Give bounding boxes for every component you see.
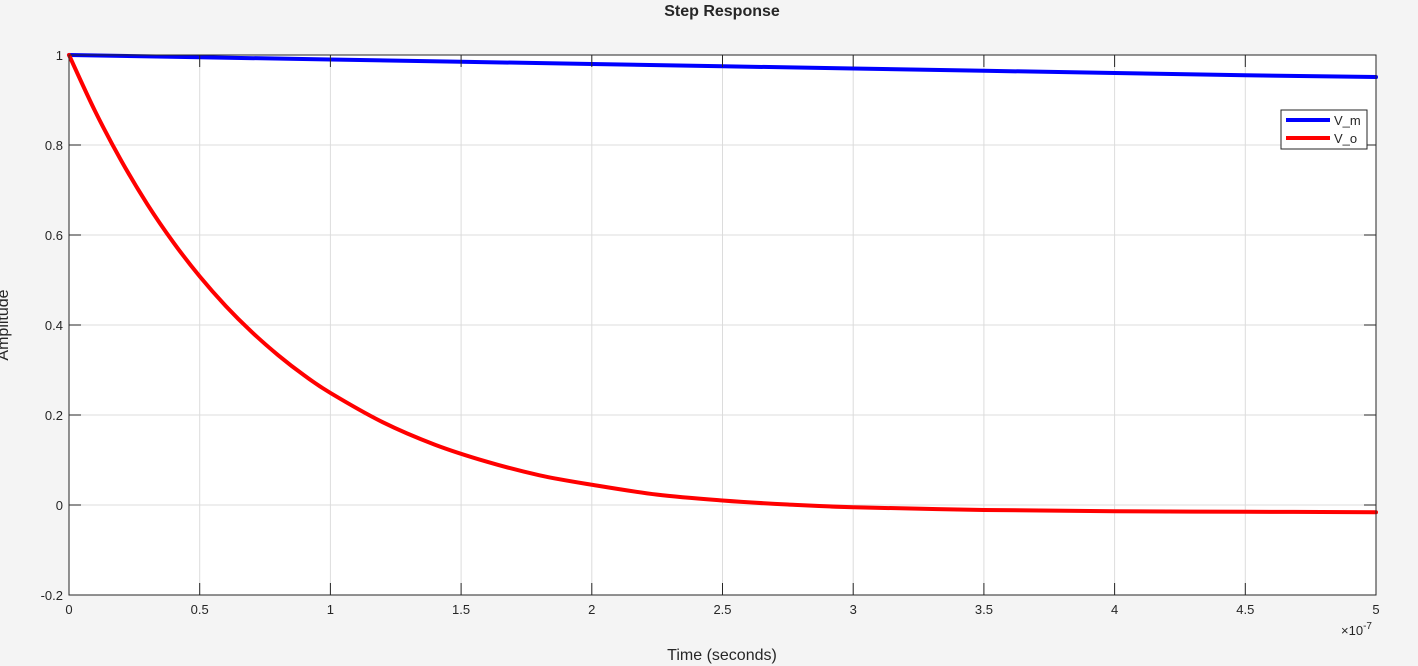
x-exponent-label: ×10-7	[1341, 621, 1372, 638]
legend-box	[1280, 109, 1368, 150]
x-tick-label: 5	[1372, 602, 1379, 617]
y-tick-label: 0.2	[45, 408, 63, 423]
x-exponent-power: -7	[1363, 621, 1372, 632]
y-tick-labels: -0.2 0 0.2 0.4 0.6 0.8 1	[41, 48, 63, 603]
x-tick-label: 1.5	[452, 602, 470, 617]
x-tick-label: 1	[327, 602, 334, 617]
x-exponent-base: ×10	[1341, 623, 1363, 638]
x-tick-label: 3.5	[975, 602, 993, 617]
x-tick-label: 4.5	[1236, 602, 1254, 617]
x-axis-label: Time (seconds)	[667, 647, 777, 664]
y-axis-label: Amplitude	[0, 289, 12, 360]
x-tick-labels: 0 0.5 1 1.5 2 2.5 3 3.5 4 4.5 5	[65, 602, 1379, 617]
chart-title: Step Response	[664, 3, 780, 20]
tick-marks	[68, 54, 1377, 596]
x-tick-label: 2.5	[713, 602, 731, 617]
x-tick-label: 4	[1111, 602, 1118, 617]
legend-label-v-o: V_o	[1334, 131, 1357, 146]
y-tick-label: 0.6	[45, 228, 63, 243]
legend-label-v-m: V_m	[1334, 113, 1361, 128]
y-tick-label: 1	[56, 48, 63, 63]
x-tick-label: 0	[65, 602, 72, 617]
x-tick-label: 0.5	[191, 602, 209, 617]
y-tick-label: -0.2	[41, 588, 63, 603]
grid-lines	[69, 55, 1376, 595]
y-tick-label: 0.4	[45, 318, 63, 333]
legend: V_m V_o	[1280, 109, 1368, 150]
y-tick-label: 0.8	[45, 138, 63, 153]
series-line-v-o	[67, 53, 1378, 515]
y-tick-label: 0	[56, 498, 63, 513]
x-tick-label: 3	[850, 602, 857, 617]
x-tick-label: 2	[588, 602, 595, 617]
